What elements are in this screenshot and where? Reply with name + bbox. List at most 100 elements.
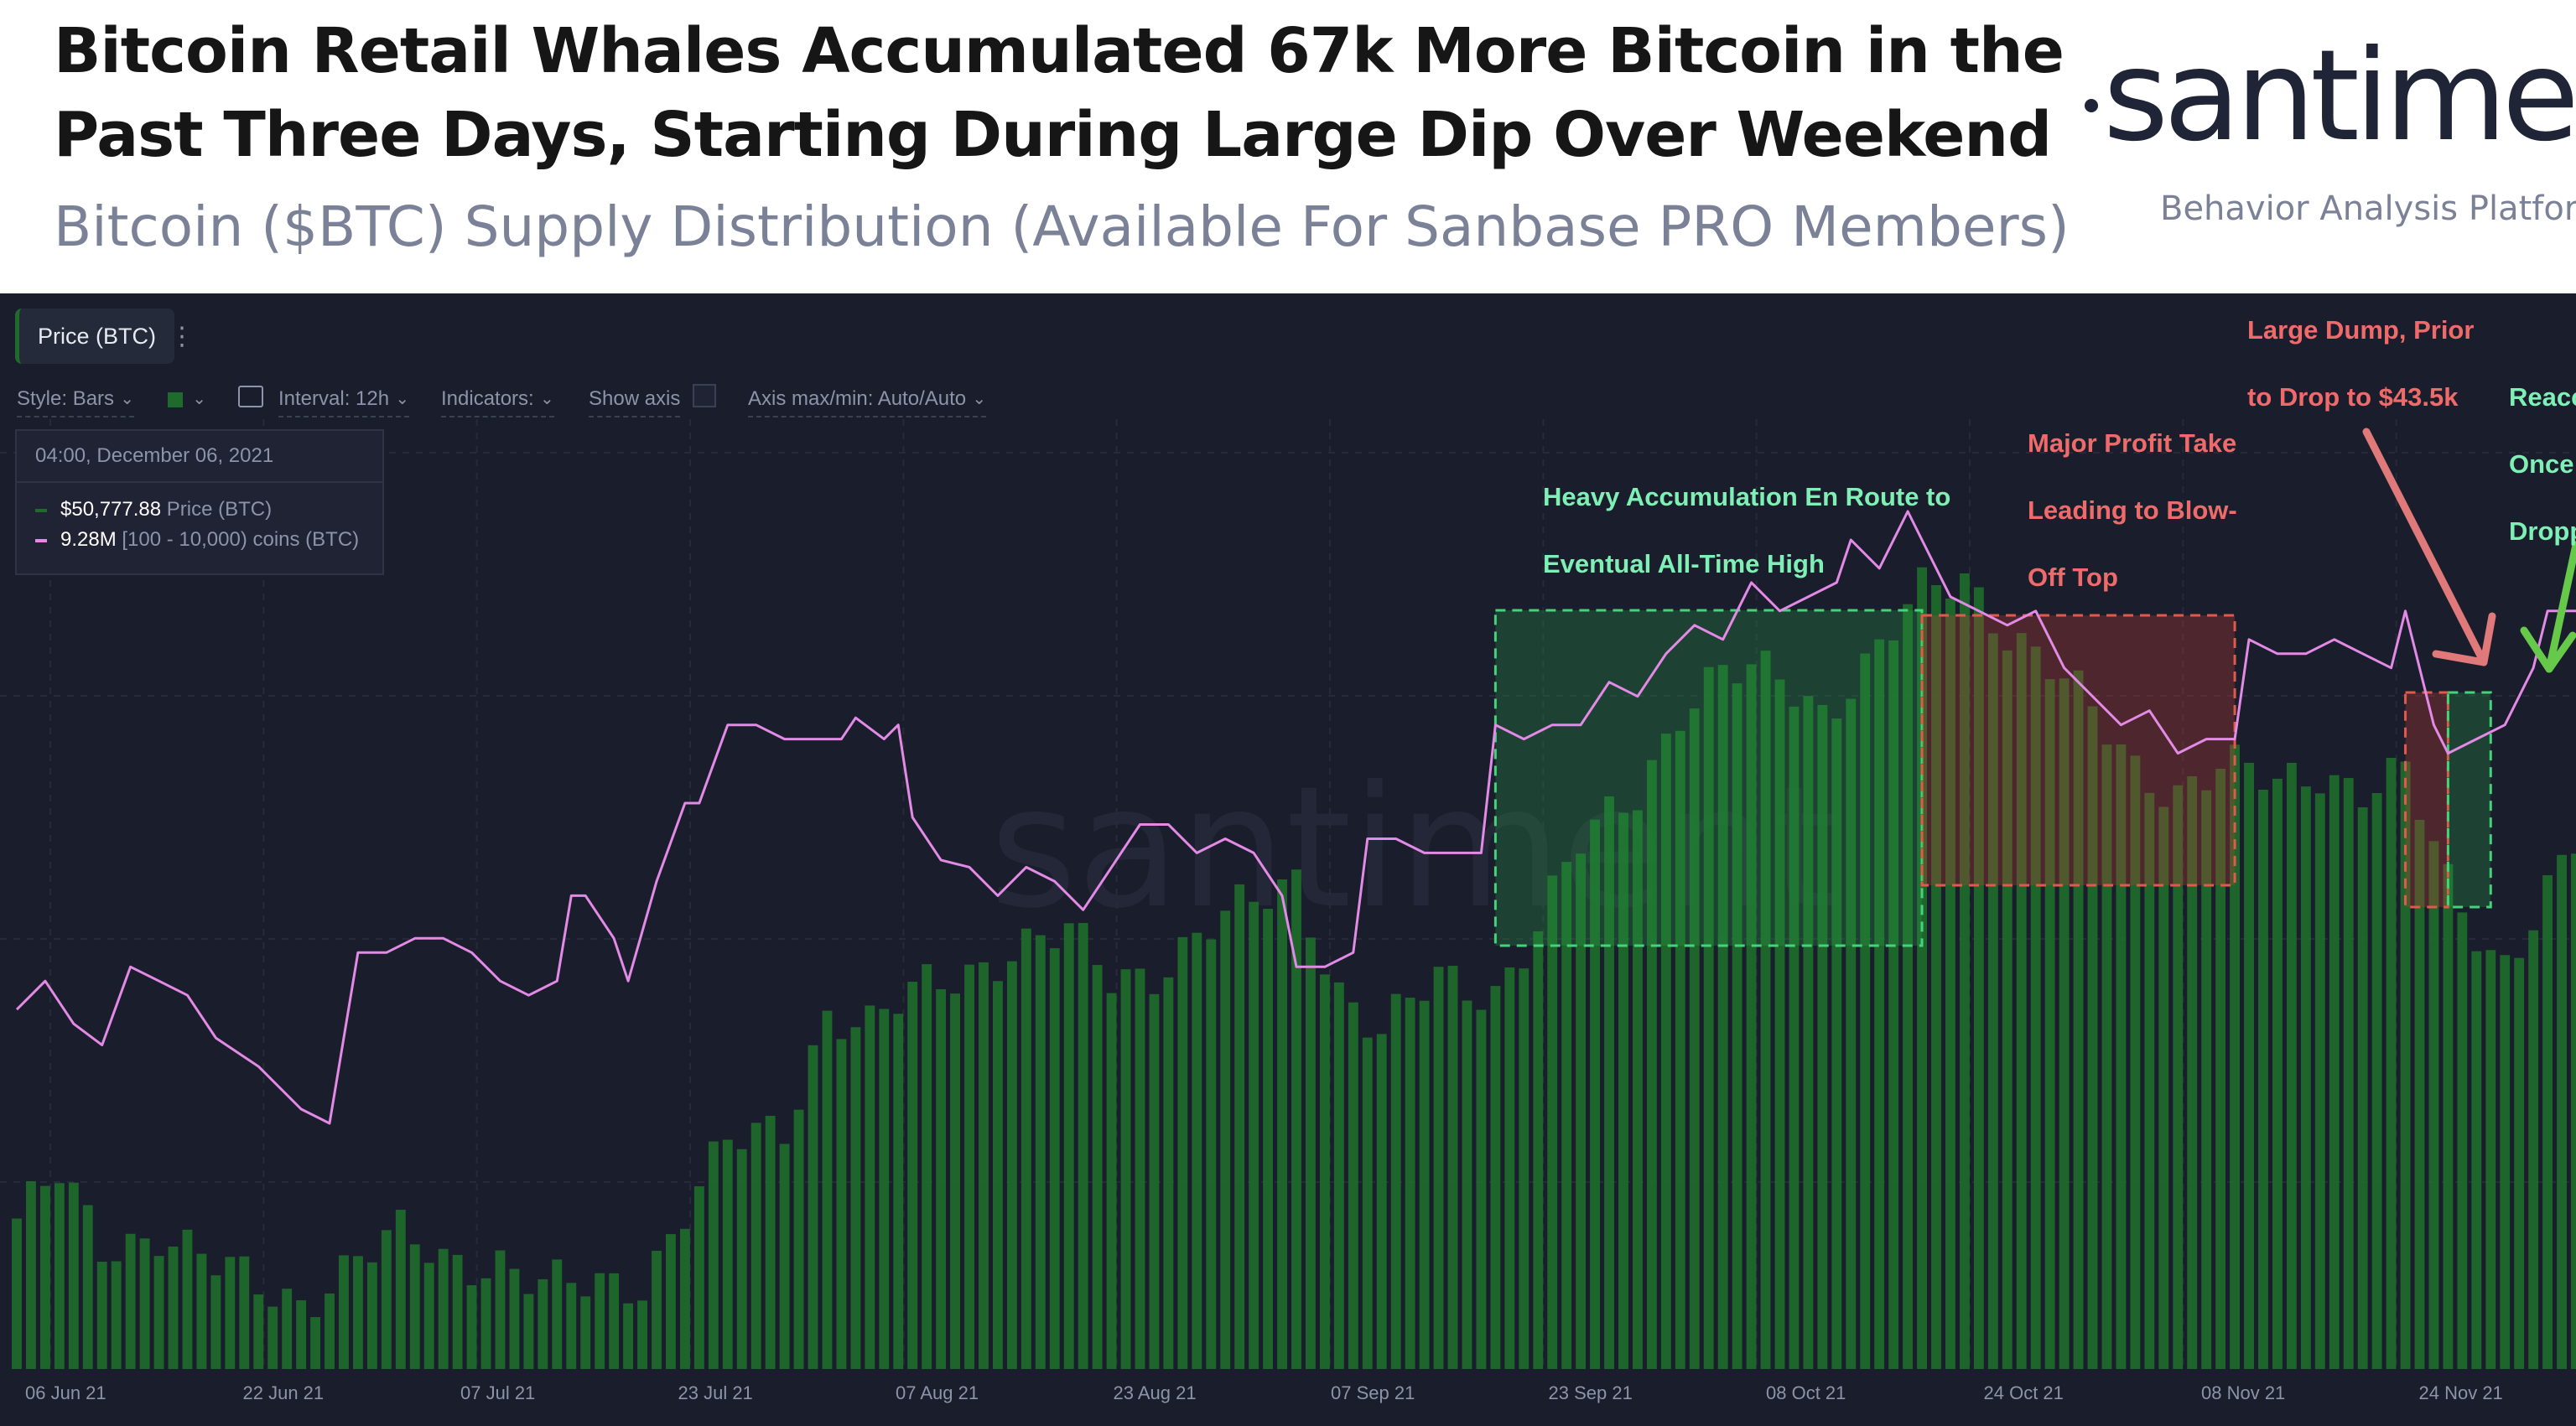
price-bar bbox=[2514, 957, 2525, 1369]
metric-menu-icon[interactable]: ⋮ bbox=[169, 323, 195, 350]
style-dropdown[interactable]: Style: Bars ⌄ bbox=[17, 382, 135, 417]
x-axis-tick-label: 08 Oct 21 bbox=[1766, 1382, 1846, 1403]
price-bar bbox=[1675, 730, 1685, 1369]
chart-canvas[interactable]: santiment Heavy Accumulation En Route to… bbox=[0, 293, 2576, 1426]
price-bar bbox=[2187, 776, 2198, 1369]
price-bar bbox=[1618, 812, 1628, 1369]
price-bar bbox=[1021, 928, 1031, 1369]
price-bar bbox=[808, 1045, 818, 1369]
show-axis-label[interactable]: Show axis bbox=[589, 382, 681, 417]
price-bar bbox=[1903, 604, 1914, 1369]
arrows bbox=[2362, 428, 2576, 673]
santiment-logo: santimen bbox=[2103, 23, 2576, 169]
price-bar bbox=[652, 1250, 662, 1369]
price-bar bbox=[1831, 718, 1842, 1369]
price-bar bbox=[708, 1141, 719, 1369]
price-bar bbox=[1576, 853, 1587, 1369]
price-bar bbox=[609, 1273, 620, 1369]
price-bar bbox=[2201, 790, 2212, 1369]
price-bar bbox=[1533, 931, 1544, 1369]
price-bar bbox=[1163, 977, 1174, 1369]
price-bar bbox=[1632, 810, 1643, 1369]
annotation-reaccumulation-line-1: Reacc bbox=[2509, 382, 2576, 412]
indicators-dropdown[interactable]: Indicators: ⌄ bbox=[441, 382, 554, 417]
color-swatch-button[interactable] bbox=[168, 392, 183, 407]
price-bar bbox=[111, 1261, 122, 1369]
price-bar bbox=[850, 1027, 861, 1369]
price-bar bbox=[1703, 666, 1714, 1369]
price-bar bbox=[765, 1116, 776, 1369]
price-bar bbox=[96, 1262, 107, 1369]
price-bar bbox=[1860, 653, 1871, 1369]
highlight-box-large-dump bbox=[2404, 691, 2449, 909]
price-bar bbox=[423, 1263, 434, 1369]
price-bar bbox=[907, 982, 918, 1369]
x-axis-tick-label: 23 Sep 21 bbox=[1549, 1382, 1633, 1403]
price-bar bbox=[2286, 762, 2297, 1369]
price-bar bbox=[2215, 768, 2226, 1369]
price-bar bbox=[1249, 901, 1259, 1369]
price-bar bbox=[2386, 757, 2397, 1369]
price-bar bbox=[1547, 875, 1558, 1369]
show-axis-checkbox[interactable] bbox=[693, 384, 716, 407]
price-bar bbox=[865, 1005, 875, 1369]
tooltip-supply-value: 9.28M bbox=[60, 528, 117, 551]
tooltip-divider bbox=[17, 481, 382, 483]
price-bar bbox=[409, 1244, 420, 1369]
price-bar bbox=[2073, 670, 2084, 1369]
price-bar bbox=[495, 1250, 506, 1369]
price-bar bbox=[1220, 910, 1231, 1369]
price-bar bbox=[139, 1238, 150, 1369]
price-bar bbox=[2528, 930, 2539, 1369]
price-bar bbox=[1447, 966, 1458, 1369]
price-bar bbox=[2471, 951, 2482, 1369]
axis-minmax-dropdown[interactable]: Axis max/min: Auto/Auto ⌄ bbox=[748, 382, 987, 417]
price-bar bbox=[637, 1300, 647, 1369]
price-bar bbox=[580, 1296, 591, 1369]
metric-chip-price[interactable]: Price (BTC) bbox=[15, 309, 174, 364]
price-bar bbox=[1390, 993, 1401, 1369]
highlight-box-profit-take bbox=[1920, 614, 2236, 887]
x-axis-tick-label: 22 Jun 21 bbox=[243, 1382, 325, 1403]
tooltip-row-price: $50,777.88 Price (BTC) bbox=[35, 498, 272, 521]
price-bar bbox=[452, 1254, 463, 1369]
price-bar bbox=[82, 1205, 93, 1369]
price-bar bbox=[566, 1283, 577, 1369]
price-bar bbox=[26, 1180, 36, 1369]
price-bar bbox=[1803, 696, 1814, 1369]
price-bar bbox=[2343, 778, 2354, 1369]
price-bar bbox=[2044, 679, 2055, 1369]
tooltip-date: 04:00, December 06, 2021 bbox=[35, 444, 274, 467]
price-bar bbox=[1120, 969, 1131, 1369]
price-bar bbox=[2272, 778, 2283, 1369]
price-bar bbox=[267, 1306, 278, 1369]
price-bar bbox=[679, 1228, 690, 1369]
price-bar bbox=[1277, 879, 1287, 1369]
price-bar bbox=[395, 1210, 406, 1369]
annotation-reaccumulation-line-2: Once bbox=[2509, 449, 2574, 479]
supply-legend-icon bbox=[35, 538, 47, 542]
interval-dropdown[interactable]: Interval: 12h ⌄ bbox=[278, 382, 410, 417]
price-bar bbox=[2300, 786, 2311, 1369]
price-bar bbox=[2130, 755, 2141, 1369]
price-bar bbox=[2371, 793, 2382, 1369]
x-axis: 06 Jun 21 22 Jun 21 07 Jul 21 23 Jul 21 07 A… bbox=[25, 1382, 2503, 1403]
chart-tooltip: 04:00, December 06, 2021 $50,777.88 Pric… bbox=[15, 429, 384, 575]
price-bar bbox=[1945, 598, 1955, 1369]
price-bar bbox=[54, 1183, 65, 1369]
price-bar bbox=[936, 989, 947, 1369]
price-bar bbox=[1746, 664, 1757, 1369]
price-bar bbox=[466, 1285, 477, 1369]
price-bar bbox=[253, 1294, 264, 1369]
price-bar bbox=[2314, 793, 2325, 1369]
price-bar bbox=[1291, 869, 1301, 1369]
price-bar bbox=[1106, 993, 1117, 1369]
price-bar bbox=[1362, 1037, 1373, 1369]
color-dropdown[interactable]: ⌄ bbox=[186, 382, 206, 416]
price-bar bbox=[1234, 884, 1245, 1369]
calendar-icon bbox=[238, 386, 263, 407]
price-bar bbox=[1789, 706, 1800, 1369]
price-legend-icon bbox=[35, 508, 47, 512]
price-bar bbox=[196, 1253, 207, 1369]
price-bar bbox=[2258, 789, 2268, 1369]
